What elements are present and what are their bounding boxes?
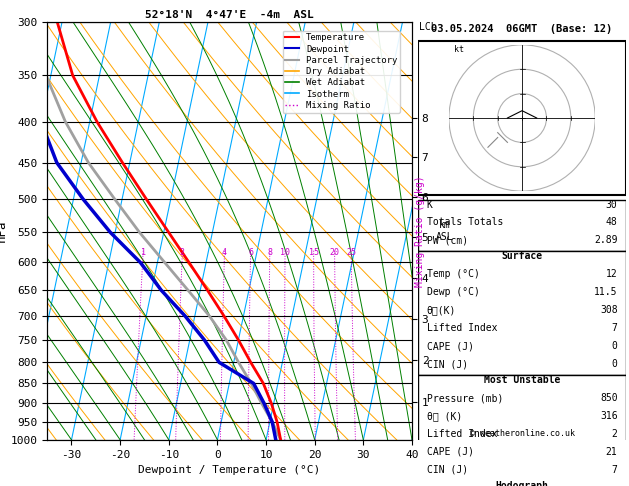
X-axis label: Dewpoint / Temperature (°C): Dewpoint / Temperature (°C)	[138, 465, 321, 475]
Text: Most Unstable: Most Unstable	[484, 375, 560, 385]
Text: Surface: Surface	[501, 251, 543, 261]
Legend: Temperature, Dewpoint, Parcel Trajectory, Dry Adiabat, Wet Adiabat, Isotherm, Mi: Temperature, Dewpoint, Parcel Trajectory…	[282, 31, 400, 113]
Text: 0: 0	[611, 341, 618, 351]
Text: CIN (J): CIN (J)	[426, 465, 468, 475]
Text: 2: 2	[180, 248, 185, 257]
Text: © weatheronline.co.uk: © weatheronline.co.uk	[470, 429, 574, 438]
Text: 2: 2	[611, 429, 618, 439]
Text: 4: 4	[222, 248, 227, 257]
Text: Lifted Index: Lifted Index	[426, 429, 497, 439]
Bar	[418, 251, 626, 375]
Text: CIN (J): CIN (J)	[426, 359, 468, 369]
Text: Mixing Ratio (g/kg): Mixing Ratio (g/kg)	[415, 175, 425, 287]
Bar	[418, 375, 626, 481]
Text: 15: 15	[309, 248, 319, 257]
Text: Temp (°C): Temp (°C)	[426, 269, 479, 279]
Bar	[418, 200, 626, 251]
Y-axis label: hPa: hPa	[0, 220, 8, 242]
Text: CAPE (J): CAPE (J)	[426, 447, 474, 457]
Text: 1: 1	[140, 248, 145, 257]
Text: 7: 7	[611, 465, 618, 475]
Text: Lifted Index: Lifted Index	[426, 323, 497, 333]
Text: 0: 0	[611, 359, 618, 369]
Text: 25: 25	[346, 248, 356, 257]
Title: 52°18'N  4°47'E  -4m  ASL: 52°18'N 4°47'E -4m ASL	[145, 10, 314, 20]
Text: 03.05.2024  06GMT  (Base: 12): 03.05.2024 06GMT (Base: 12)	[431, 24, 613, 34]
Text: 6: 6	[248, 248, 253, 257]
Text: 30: 30	[606, 200, 618, 209]
Text: Pressure (mb): Pressure (mb)	[426, 393, 503, 403]
Text: Dewp (°C): Dewp (°C)	[426, 287, 479, 297]
Text: Hodograph: Hodograph	[496, 481, 548, 486]
Text: θᴇ(K): θᴇ(K)	[426, 305, 456, 315]
Bar	[418, 41, 626, 195]
Text: 20: 20	[330, 248, 340, 257]
Text: 21: 21	[606, 447, 618, 457]
Bar	[418, 481, 626, 486]
Text: 8: 8	[267, 248, 272, 257]
Text: 7: 7	[611, 323, 618, 333]
Y-axis label: km
ASL: km ASL	[437, 220, 454, 242]
Text: 11.5: 11.5	[594, 287, 618, 297]
Text: 2.89: 2.89	[594, 235, 618, 245]
Text: 316: 316	[600, 411, 618, 421]
Text: θᴇ (K): θᴇ (K)	[426, 411, 462, 421]
Text: CAPE (J): CAPE (J)	[426, 341, 474, 351]
Text: 850: 850	[600, 393, 618, 403]
Text: PW (cm): PW (cm)	[426, 235, 468, 245]
Text: 308: 308	[600, 305, 618, 315]
Text: K: K	[426, 200, 433, 209]
Text: 48: 48	[606, 217, 618, 227]
Text: LCL: LCL	[419, 22, 437, 32]
Text: 12: 12	[606, 269, 618, 279]
Text: 10: 10	[280, 248, 290, 257]
Text: Totals Totals: Totals Totals	[426, 217, 503, 227]
